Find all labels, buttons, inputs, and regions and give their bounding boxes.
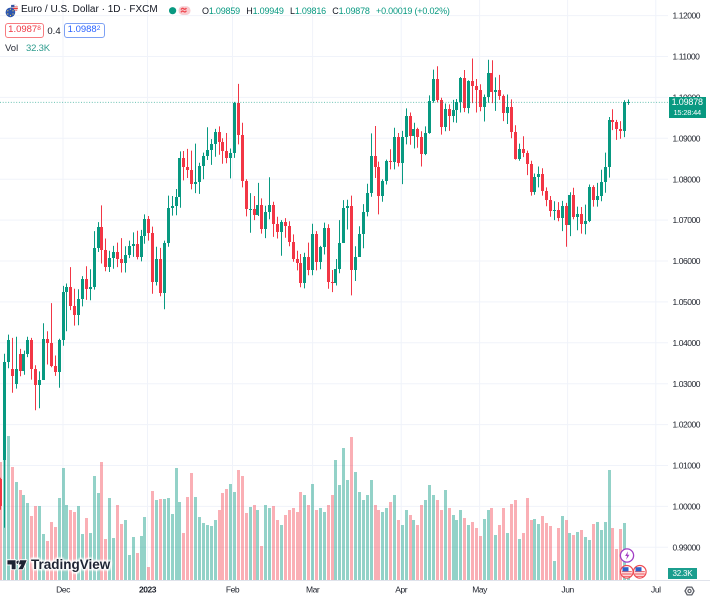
svg-text:Feb: Feb xyxy=(226,585,240,595)
svg-text:1.09000: 1.09000 xyxy=(673,133,701,143)
svg-text:Mar: Mar xyxy=(306,585,320,595)
svg-text:Jul: Jul xyxy=(651,585,661,595)
svg-text:May: May xyxy=(472,585,488,595)
svg-text:Dec: Dec xyxy=(56,585,71,595)
svg-text:1.04000: 1.04000 xyxy=(673,338,701,348)
svg-text:1.07000: 1.07000 xyxy=(673,215,701,225)
svg-text:Apr: Apr xyxy=(395,585,407,595)
svg-text:0.99000: 0.99000 xyxy=(673,542,701,552)
svg-text:1.01000: 1.01000 xyxy=(673,461,701,471)
svg-text:1.06000: 1.06000 xyxy=(673,256,701,266)
svg-text:Jun: Jun xyxy=(561,585,574,595)
svg-text:1.00000: 1.00000 xyxy=(673,502,701,512)
svg-text:1.02000: 1.02000 xyxy=(673,420,701,430)
svg-text:1.03000: 1.03000 xyxy=(673,379,701,389)
svg-text:1.05000: 1.05000 xyxy=(673,297,701,307)
svg-text:1.08000: 1.08000 xyxy=(673,174,701,184)
svg-text:1.12000: 1.12000 xyxy=(673,11,701,21)
svg-text:2023: 2023 xyxy=(139,585,157,595)
svg-text:1.11000: 1.11000 xyxy=(673,52,701,62)
